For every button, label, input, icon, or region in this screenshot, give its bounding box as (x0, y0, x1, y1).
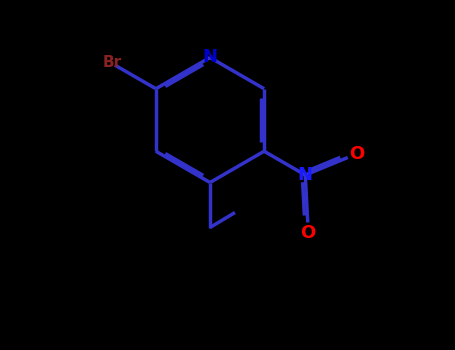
Text: O: O (349, 145, 364, 162)
Text: Br: Br (103, 55, 122, 70)
Text: O: O (300, 224, 315, 241)
Text: N: N (202, 49, 217, 66)
Text: N: N (298, 166, 313, 184)
